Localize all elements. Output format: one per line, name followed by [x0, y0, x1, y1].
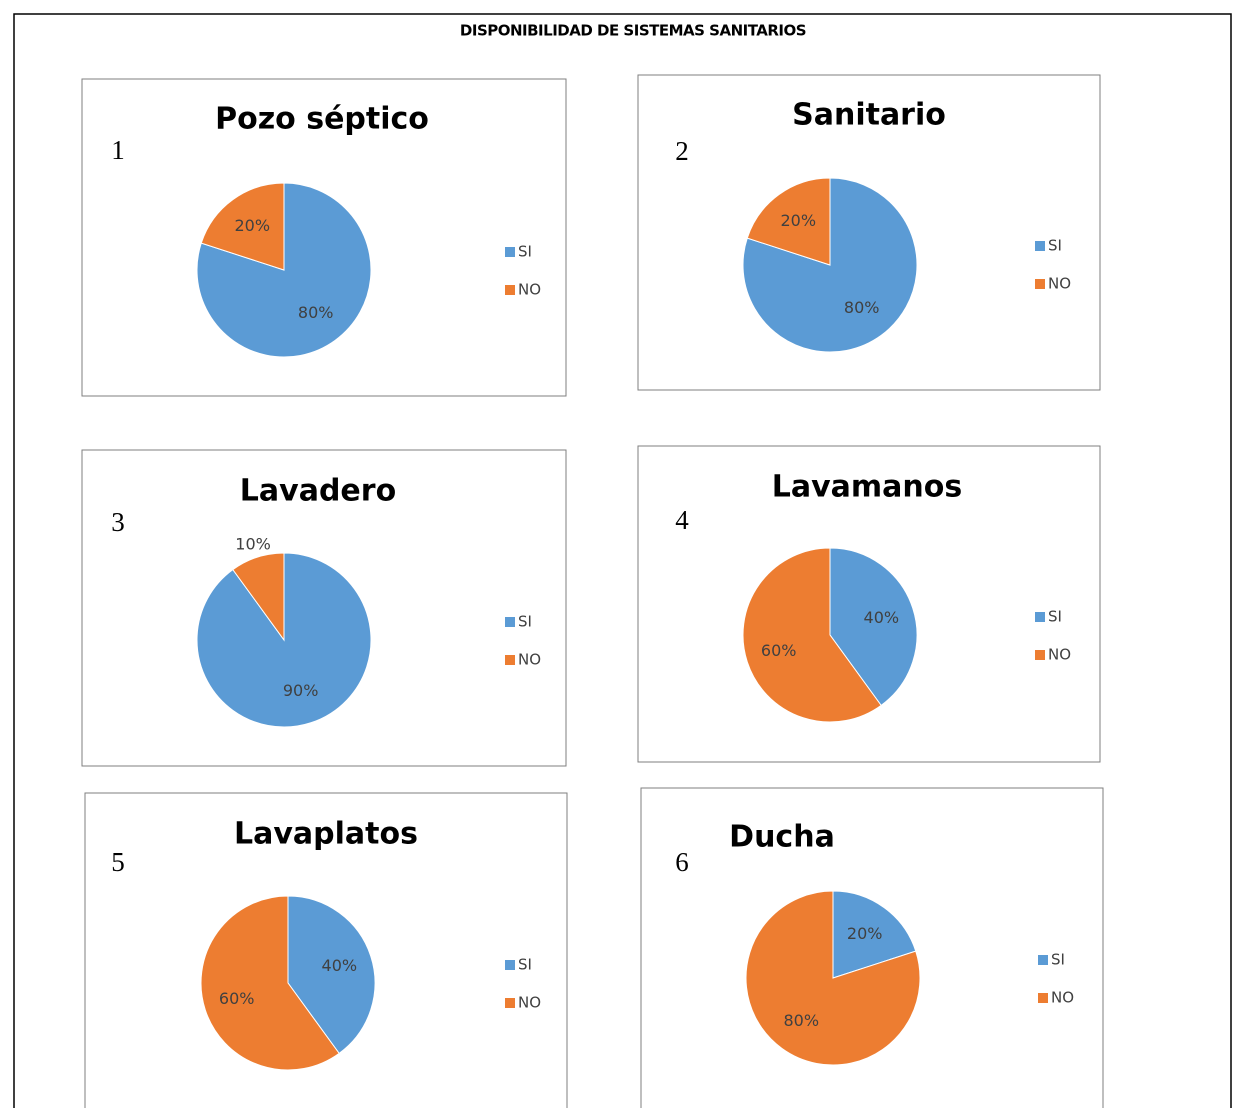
legend-swatch — [1035, 650, 1045, 660]
legend-label: SI — [1048, 608, 1062, 626]
pie-chart: Lavadero 3 90% 10% SI NO — [81, 449, 567, 767]
legend-swatch — [1035, 612, 1045, 622]
data-label: 80% — [298, 303, 334, 322]
legend-label: NO — [1048, 275, 1071, 293]
pie-chart: Sanitario 2 80% 20% SI NO — [637, 74, 1101, 391]
legend-swatch — [505, 655, 515, 665]
legend-label: SI — [518, 613, 532, 631]
chart-number: 2 — [675, 136, 689, 166]
chart-title: Lavadero — [240, 474, 396, 509]
data-label: 60% — [219, 989, 255, 1008]
chart-number: 3 — [111, 507, 125, 537]
data-label: 80% — [784, 1011, 820, 1030]
legend-swatch — [505, 960, 515, 970]
pie-slice — [829, 547, 918, 707]
legend-label: SI — [518, 956, 532, 974]
pie-slice — [287, 895, 376, 1055]
chart-title: Sanitario — [792, 98, 946, 133]
main-title: DISPONIBILIDAD DE SISTEMAS SANITARIOS — [460, 22, 806, 40]
legend-label: SI — [1048, 237, 1062, 255]
pie-chart: Lavaplatos 5 40% 60% SI NO — [84, 792, 568, 1108]
data-label: 20% — [235, 216, 271, 235]
legend-label: NO — [1048, 646, 1071, 664]
pie-chart: Ducha 6 20% 80% SI NO — [640, 787, 1104, 1108]
pie-slice — [200, 182, 285, 271]
legend-swatch — [505, 285, 515, 295]
legend-label: NO — [518, 651, 541, 669]
data-label: 80% — [844, 298, 880, 317]
pie-slice — [232, 552, 285, 642]
legend-swatch — [1035, 279, 1045, 289]
legend-swatch — [1038, 993, 1048, 1003]
chart-title: Lavamanos — [772, 470, 963, 505]
chart-number: 4 — [675, 505, 689, 535]
legend-label: SI — [1051, 951, 1065, 969]
chart-number: 6 — [675, 847, 689, 877]
data-label: 90% — [283, 681, 319, 700]
pie-chart: Lavamanos 4 40% 60% SI NO — [637, 445, 1101, 763]
legend-swatch — [1038, 955, 1048, 965]
chart-title: Ducha — [729, 820, 835, 855]
data-label: 40% — [864, 608, 900, 627]
data-label: 10% — [235, 534, 271, 553]
chart-number: 1 — [111, 135, 125, 165]
chart-number: 5 — [111, 847, 125, 877]
chart-title: Lavaplatos — [234, 817, 418, 852]
data-label: 20% — [781, 211, 817, 230]
pie-chart: Pozo séptico 1 80% 20% SI NO — [81, 78, 567, 397]
pie-slice — [745, 890, 921, 1066]
data-label: 60% — [761, 641, 797, 660]
legend-label: NO — [518, 994, 541, 1012]
legend-label: NO — [518, 281, 541, 299]
legend-swatch — [505, 617, 515, 627]
legend-swatch — [505, 247, 515, 257]
data-label: 20% — [847, 924, 883, 943]
legend-swatch — [505, 998, 515, 1008]
pie-slice — [200, 895, 340, 1071]
pie-slice — [832, 890, 917, 979]
page-border — [13, 13, 1232, 1108]
pie-slice — [742, 547, 882, 723]
legend-swatch — [1035, 241, 1045, 251]
pie-slice — [746, 177, 831, 266]
data-label: 40% — [322, 956, 358, 975]
chart-title: Pozo séptico — [215, 102, 429, 137]
legend-label: SI — [518, 243, 532, 261]
legend-label: NO — [1051, 989, 1074, 1007]
